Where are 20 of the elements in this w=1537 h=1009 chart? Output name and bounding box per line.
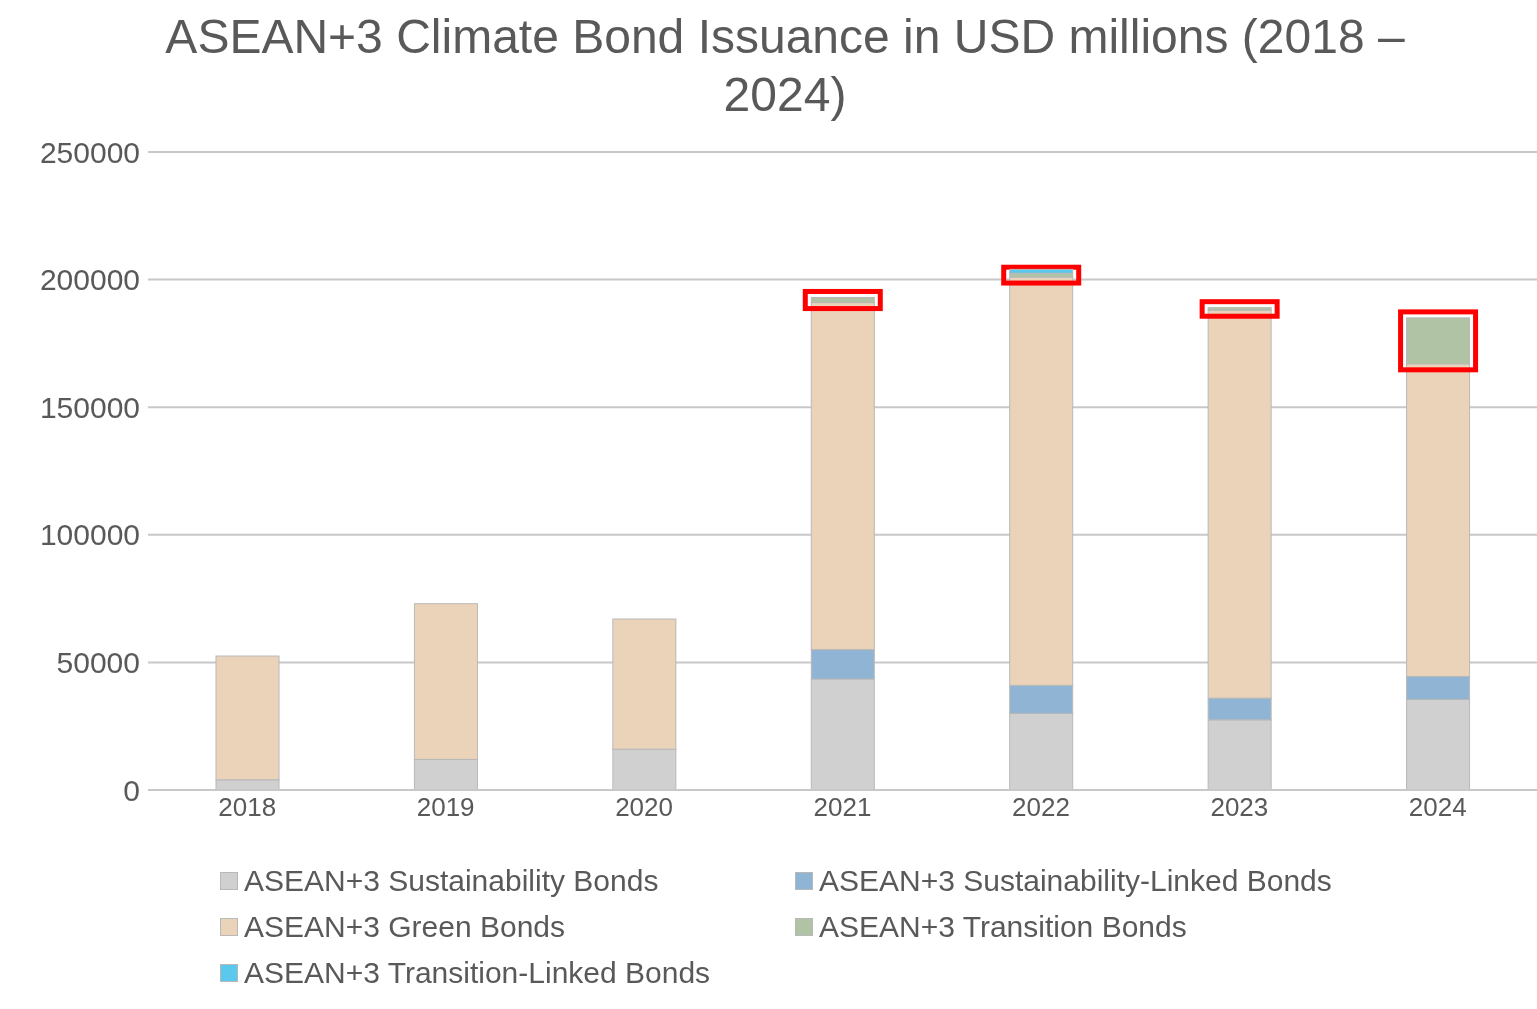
x-tick-label: 2023 [1210, 792, 1269, 823]
x-tick-label: 2019 [416, 792, 475, 823]
y-tick-label: 200000 [39, 263, 140, 297]
x-tick-label: 2022 [1012, 792, 1070, 823]
y-tick-label: 100000 [39, 518, 140, 552]
x-tick-label: 2021 [813, 792, 872, 823]
x-tick-label: 2018 [218, 792, 277, 823]
legend-label: ASEAN+3 Transition-Linked Bonds [244, 956, 711, 990]
chart-title: ASEAN+3 Climate Bond Issuance in USD millions (2018 – 2024) [164, 9, 1406, 123]
legend-label: ASEAN+3 Transition Bonds [819, 910, 1187, 944]
x-tick-label: 2020 [615, 792, 673, 823]
x-tick-label: 2024 [1408, 792, 1467, 823]
legend-label: ASEAN+3 Sustainability-Linked Bonds [819, 864, 1332, 898]
legend-label: ASEAN+3 Green Bonds [244, 910, 566, 944]
bar [1009, 268, 1074, 274]
y-tick-label: 50000 [56, 646, 140, 680]
legend-label: ASEAN+3 Sustainability Bonds [244, 864, 659, 898]
y-tick-label: 0 [123, 773, 140, 807]
y-tick-label: 150000 [39, 390, 140, 424]
y-tick-label: 250000 [39, 135, 140, 169]
